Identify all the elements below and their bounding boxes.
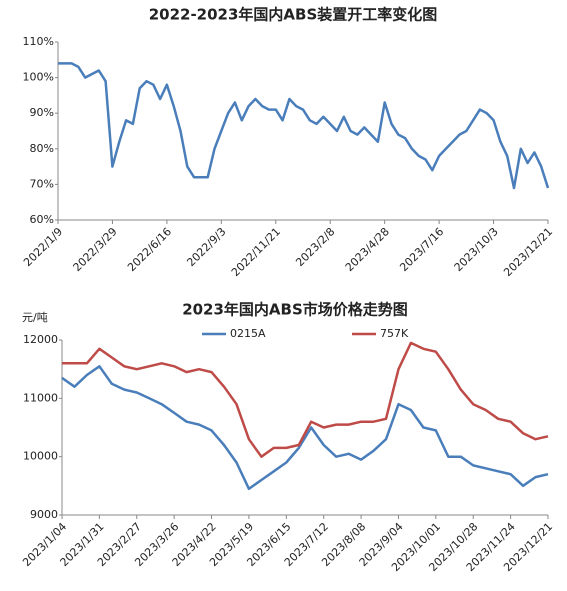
x-tick-label: 2022/9/3 [184,225,228,269]
x-tick-label: 2023/7/16 [397,225,446,274]
y-tick-label: 10000 [23,450,58,463]
y-axis-label: 元/吨 [22,311,48,324]
data-line [58,62,550,190]
y-tick-label: 9000 [30,508,58,521]
x-tick-label: 2022/1/9 [21,225,65,269]
x-tick-label: 2023/12/21 [501,225,555,279]
y-tick-label: 100% [23,71,54,84]
x-tick-label: 2023/4/28 [343,225,392,274]
chart-title: 2022-2023年国内ABS装置开工率变化图 [149,6,438,24]
data-line [61,365,549,491]
x-tick-label: 2022/3/29 [71,225,120,274]
y-tick-label: 60% [30,213,54,226]
chart-title: 2023年国内ABS市场价格走势图 [182,301,408,319]
x-tick-label: 2023/10/3 [452,225,501,274]
data-line [62,341,549,458]
legend-label: 0215A [230,327,266,340]
y-tick-label: 90% [30,106,54,119]
y-tick-label: 11000 [23,391,58,404]
y-tick-label: 70% [30,177,54,190]
x-tick-label: 2023/2/8 [293,225,337,269]
y-tick-label: 12000 [23,333,58,346]
x-tick-label: 2022/6/16 [125,225,174,274]
y-tick-label: 110% [23,35,54,48]
x-tick-label: 2022/11/21 [229,225,283,279]
legend-label: 757K [380,327,409,340]
y-tick-label: 80% [30,142,54,155]
